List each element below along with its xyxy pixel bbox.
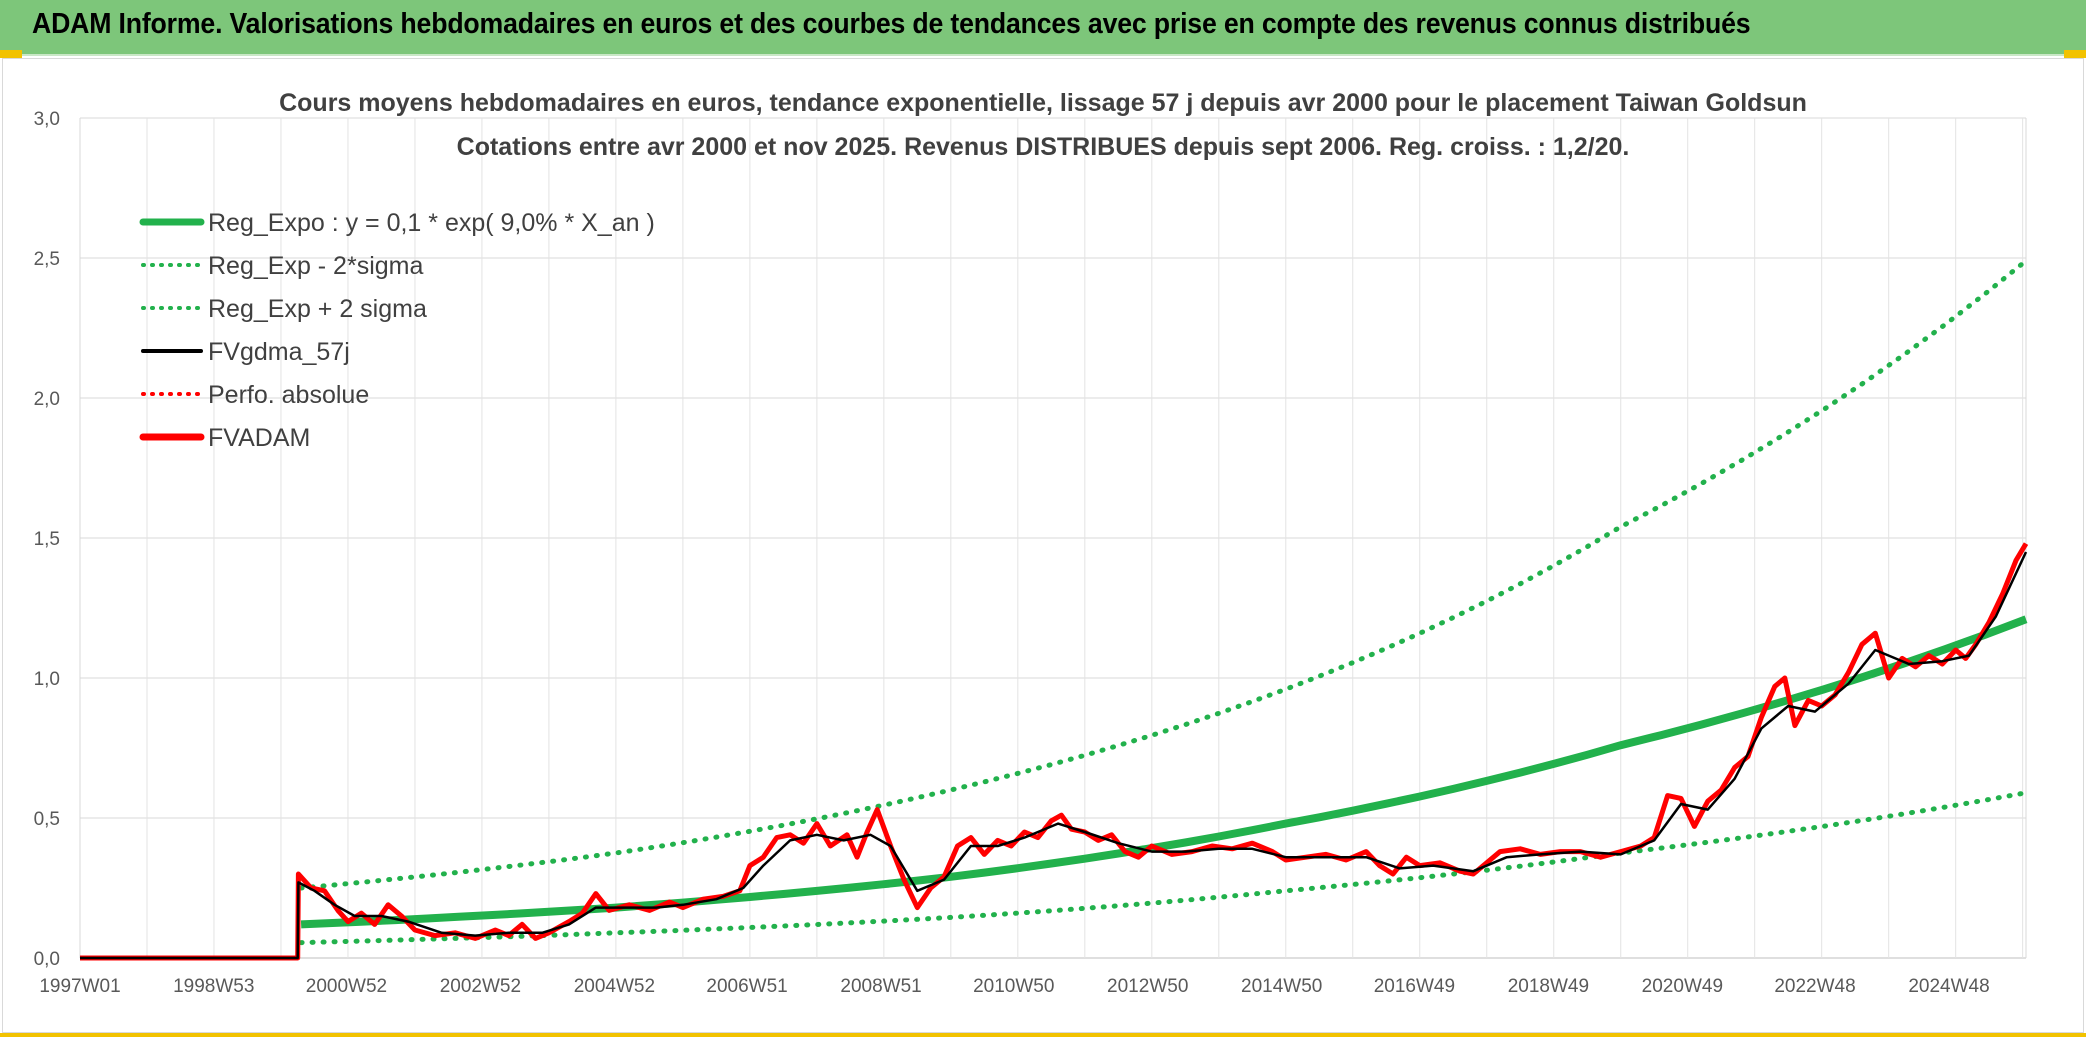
chart-title: Cours moyens hebdomadaires en euros, ten… bbox=[279, 89, 1807, 117]
y-tick-label: 0,5 bbox=[34, 809, 60, 830]
x-tick-label: 2022W48 bbox=[1774, 976, 1855, 997]
x-tick-label: 2018W49 bbox=[1508, 976, 1589, 997]
legend-entry-label: Reg_Exp - 2*sigma bbox=[208, 252, 423, 280]
y-tick-label: 1,5 bbox=[34, 529, 60, 550]
report-title: ADAM Informe. Valorisations hebdomadaire… bbox=[32, 8, 1751, 40]
chart-frame bbox=[2, 58, 2084, 1033]
x-tick-label: 2006W51 bbox=[706, 976, 787, 997]
x-tick-label: 2012W50 bbox=[1107, 976, 1188, 997]
fvgdma-series bbox=[80, 551, 2028, 960]
legend-entry-label: Reg_Exp + 2 sigma bbox=[208, 295, 427, 323]
legend: Reg_Expo : y = 0,1 * exp( 9,0% * X_an ) R… bbox=[139, 209, 655, 452]
x-tick-label: 1997W01 bbox=[39, 976, 120, 997]
y-tick-label: 2,5 bbox=[34, 249, 60, 270]
legend-entry-label: Perfo. absolue bbox=[208, 381, 369, 409]
legend-entry-label: FVADAM bbox=[208, 424, 310, 452]
legend-entry-label: Reg_Expo : y = 0,1 * exp( 9,0% * X_an ) bbox=[208, 209, 655, 237]
x-tick-label: 2010W50 bbox=[973, 976, 1054, 997]
x-tick-label: 2016W49 bbox=[1374, 976, 1455, 997]
y-tick-label: 0,0 bbox=[34, 949, 60, 970]
y-tick-label: 2,0 bbox=[34, 389, 60, 410]
legend-entry-label: FVgdma_57j bbox=[208, 338, 350, 366]
x-tick-label: 2004W52 bbox=[574, 976, 655, 997]
fvadam-series bbox=[80, 542, 2029, 961]
x-tick-label: 2008W51 bbox=[840, 976, 921, 997]
band-high-series bbox=[298, 258, 2029, 891]
x-tick-label: 2014W50 bbox=[1241, 976, 1322, 997]
y-tick-label: 1,0 bbox=[34, 669, 60, 690]
band-low-series bbox=[298, 790, 2029, 946]
x-tick-label: 2024W48 bbox=[1908, 976, 1989, 997]
x-tick-label: 2000W52 bbox=[306, 976, 387, 997]
trend-series bbox=[300, 615, 2028, 929]
axis-layer: 0,0 0,5 1,0 1,5 2,0 2,5 3,0 1997W01 1998W53 2000W… bbox=[34, 109, 1990, 997]
corner-accent-left bbox=[0, 50, 22, 58]
chart-subtitle: Cotations entre avr 2000 et nov 2025. Re… bbox=[457, 133, 1630, 161]
report-header: ADAM Informe. Valorisations hebdomadaire… bbox=[0, 0, 2086, 56]
y-tick-label: 3,0 bbox=[34, 109, 60, 130]
x-tick-label: 2002W52 bbox=[440, 976, 521, 997]
grid-lines bbox=[79, 117, 2027, 959]
x-tick-label: 2020W49 bbox=[1642, 976, 1723, 997]
bottom-accent-band bbox=[0, 1033, 2086, 1037]
x-tick-label: 1998W53 bbox=[173, 976, 254, 997]
series-layer bbox=[80, 258, 2029, 961]
corner-accent-right bbox=[2064, 50, 2086, 58]
